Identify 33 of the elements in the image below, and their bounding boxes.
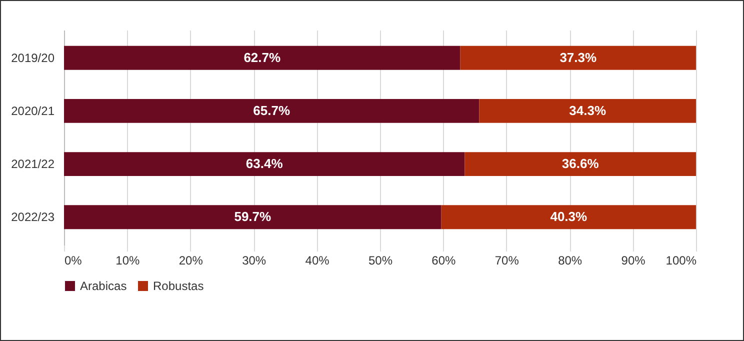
bar [64, 205, 442, 230]
x-tick-label: 80% [558, 254, 582, 268]
data-label: 65.7% [253, 102, 290, 118]
x-tick-label: 100% [666, 254, 697, 268]
x-tick-label: 70% [494, 254, 520, 268]
bar [64, 99, 480, 123]
data-label: 59.7% [234, 209, 272, 224]
y-tick-label: 2021/22 [11, 157, 55, 172]
y-tick-label: 2019/20 [11, 50, 55, 65]
x-tick-label: 50% [368, 254, 393, 268]
x-tick-label: 60% [432, 254, 456, 268]
bar [64, 152, 465, 176]
data-label: 34.3% [569, 102, 606, 118]
data-label: 40.3% [550, 209, 588, 224]
y-tick-label: 2020/21 [11, 104, 55, 118]
bar [441, 205, 696, 230]
bar [460, 46, 696, 70]
bar [479, 99, 696, 123]
bar [464, 152, 696, 176]
x-tick-label: 10% [116, 254, 140, 268]
x-tick-label: 30% [242, 254, 266, 268]
x-tick-label: 90% [621, 254, 646, 268]
x-tick-label: 20% [178, 254, 204, 268]
x-tick-label: 0% [64, 254, 82, 268]
data-label: 63.4% [246, 156, 284, 172]
x-tick-label: 40% [305, 254, 330, 268]
y-tick-label: 2022/23 [11, 210, 55, 224]
bar [64, 46, 460, 70]
legend-label: Arabicas [80, 279, 127, 293]
data-label: 36.6% [562, 156, 600, 172]
data-label: 62.7% [244, 50, 281, 65]
legend-label: Robustas [153, 279, 204, 293]
data-label: 37.3% [560, 50, 597, 65]
